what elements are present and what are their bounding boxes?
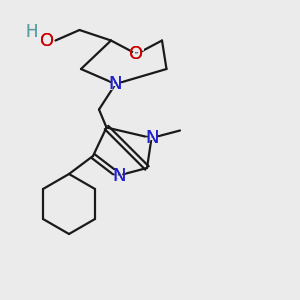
Text: O: O xyxy=(129,45,144,63)
Text: O: O xyxy=(129,45,144,63)
Text: H: H xyxy=(25,23,38,41)
Text: N: N xyxy=(109,75,122,93)
Text: #: # xyxy=(107,74,124,94)
Text: N: N xyxy=(146,129,159,147)
Text: O: O xyxy=(40,32,55,50)
Text: H: H xyxy=(25,23,38,41)
Text: N: N xyxy=(112,167,125,185)
Text: #: # xyxy=(39,32,56,51)
Text: O: O xyxy=(40,32,55,50)
Text: #: # xyxy=(128,44,145,64)
Text: N: N xyxy=(146,129,159,147)
Text: #: # xyxy=(144,128,161,148)
Text: N: N xyxy=(112,167,125,185)
Text: #: # xyxy=(23,23,40,42)
Text: N: N xyxy=(109,75,122,93)
Text: #: # xyxy=(110,166,127,186)
